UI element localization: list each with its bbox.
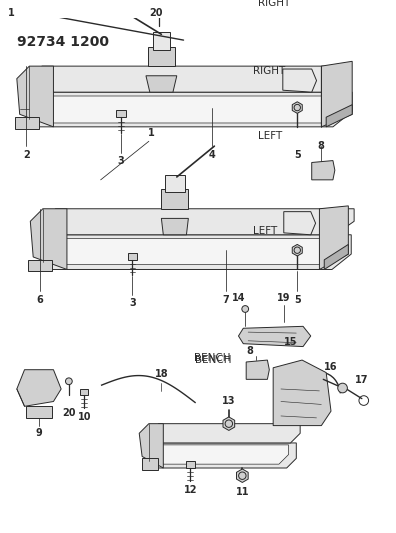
Polygon shape [326, 104, 352, 127]
Polygon shape [29, 260, 53, 271]
Text: 18: 18 [154, 369, 168, 379]
Text: 1: 1 [8, 8, 15, 18]
Polygon shape [49, 96, 341, 123]
Polygon shape [246, 360, 269, 379]
Text: 20: 20 [149, 8, 162, 18]
Polygon shape [320, 206, 348, 270]
Text: 92734 1200: 92734 1200 [17, 35, 109, 49]
Polygon shape [139, 424, 163, 468]
Polygon shape [292, 102, 302, 114]
Polygon shape [27, 406, 51, 418]
Polygon shape [17, 66, 53, 127]
Polygon shape [162, 219, 188, 235]
Text: 10: 10 [78, 412, 91, 422]
Text: 20: 20 [62, 408, 76, 418]
Polygon shape [284, 212, 316, 235]
Text: LEFT: LEFT [258, 132, 282, 141]
Text: 19: 19 [277, 293, 291, 303]
Polygon shape [62, 239, 340, 265]
Circle shape [65, 378, 72, 385]
Text: 16: 16 [324, 361, 338, 372]
Polygon shape [292, 245, 302, 256]
Polygon shape [312, 160, 335, 180]
Polygon shape [273, 360, 331, 425]
Polygon shape [148, 47, 175, 66]
Polygon shape [153, 33, 170, 50]
Polygon shape [186, 461, 194, 468]
Circle shape [156, 9, 163, 15]
Polygon shape [42, 66, 347, 92]
Text: RIGHT: RIGHT [253, 66, 285, 76]
Polygon shape [128, 253, 137, 260]
Polygon shape [15, 117, 39, 129]
Text: 6: 6 [36, 295, 43, 304]
Text: 12: 12 [183, 486, 197, 495]
Text: BENCH: BENCH [195, 355, 232, 365]
Polygon shape [324, 245, 348, 270]
Polygon shape [80, 389, 88, 395]
Text: 5: 5 [294, 295, 301, 304]
Polygon shape [17, 370, 61, 406]
Text: 14: 14 [232, 293, 245, 303]
Text: 15: 15 [284, 336, 297, 346]
Polygon shape [322, 61, 352, 127]
Polygon shape [39, 92, 352, 127]
Circle shape [242, 305, 249, 312]
Polygon shape [162, 445, 289, 464]
Polygon shape [158, 424, 300, 443]
Polygon shape [30, 209, 67, 270]
Text: LEFT: LEFT [253, 226, 277, 236]
Text: 5: 5 [294, 150, 301, 160]
Circle shape [338, 383, 347, 393]
Text: 3: 3 [129, 298, 136, 309]
Polygon shape [283, 69, 316, 92]
Polygon shape [162, 190, 188, 209]
Polygon shape [53, 235, 351, 270]
Text: 9: 9 [36, 427, 42, 438]
Text: 2: 2 [23, 150, 30, 160]
Text: 13: 13 [222, 397, 236, 406]
Polygon shape [142, 458, 158, 470]
Polygon shape [223, 417, 235, 431]
Text: 1: 1 [148, 128, 155, 139]
Text: 7: 7 [223, 295, 229, 304]
Text: 8: 8 [247, 346, 253, 356]
Polygon shape [165, 175, 185, 192]
Text: 8: 8 [317, 141, 324, 151]
Text: RIGHT: RIGHT [258, 0, 290, 9]
Polygon shape [116, 110, 126, 117]
Polygon shape [154, 443, 296, 468]
Polygon shape [236, 469, 248, 482]
Text: BENCH: BENCH [194, 353, 230, 363]
Text: 17: 17 [355, 375, 369, 385]
Polygon shape [146, 76, 177, 92]
Polygon shape [238, 326, 311, 346]
Text: 4: 4 [209, 150, 216, 160]
Text: 3: 3 [118, 156, 124, 166]
Polygon shape [55, 209, 354, 235]
Text: 11: 11 [236, 487, 249, 497]
